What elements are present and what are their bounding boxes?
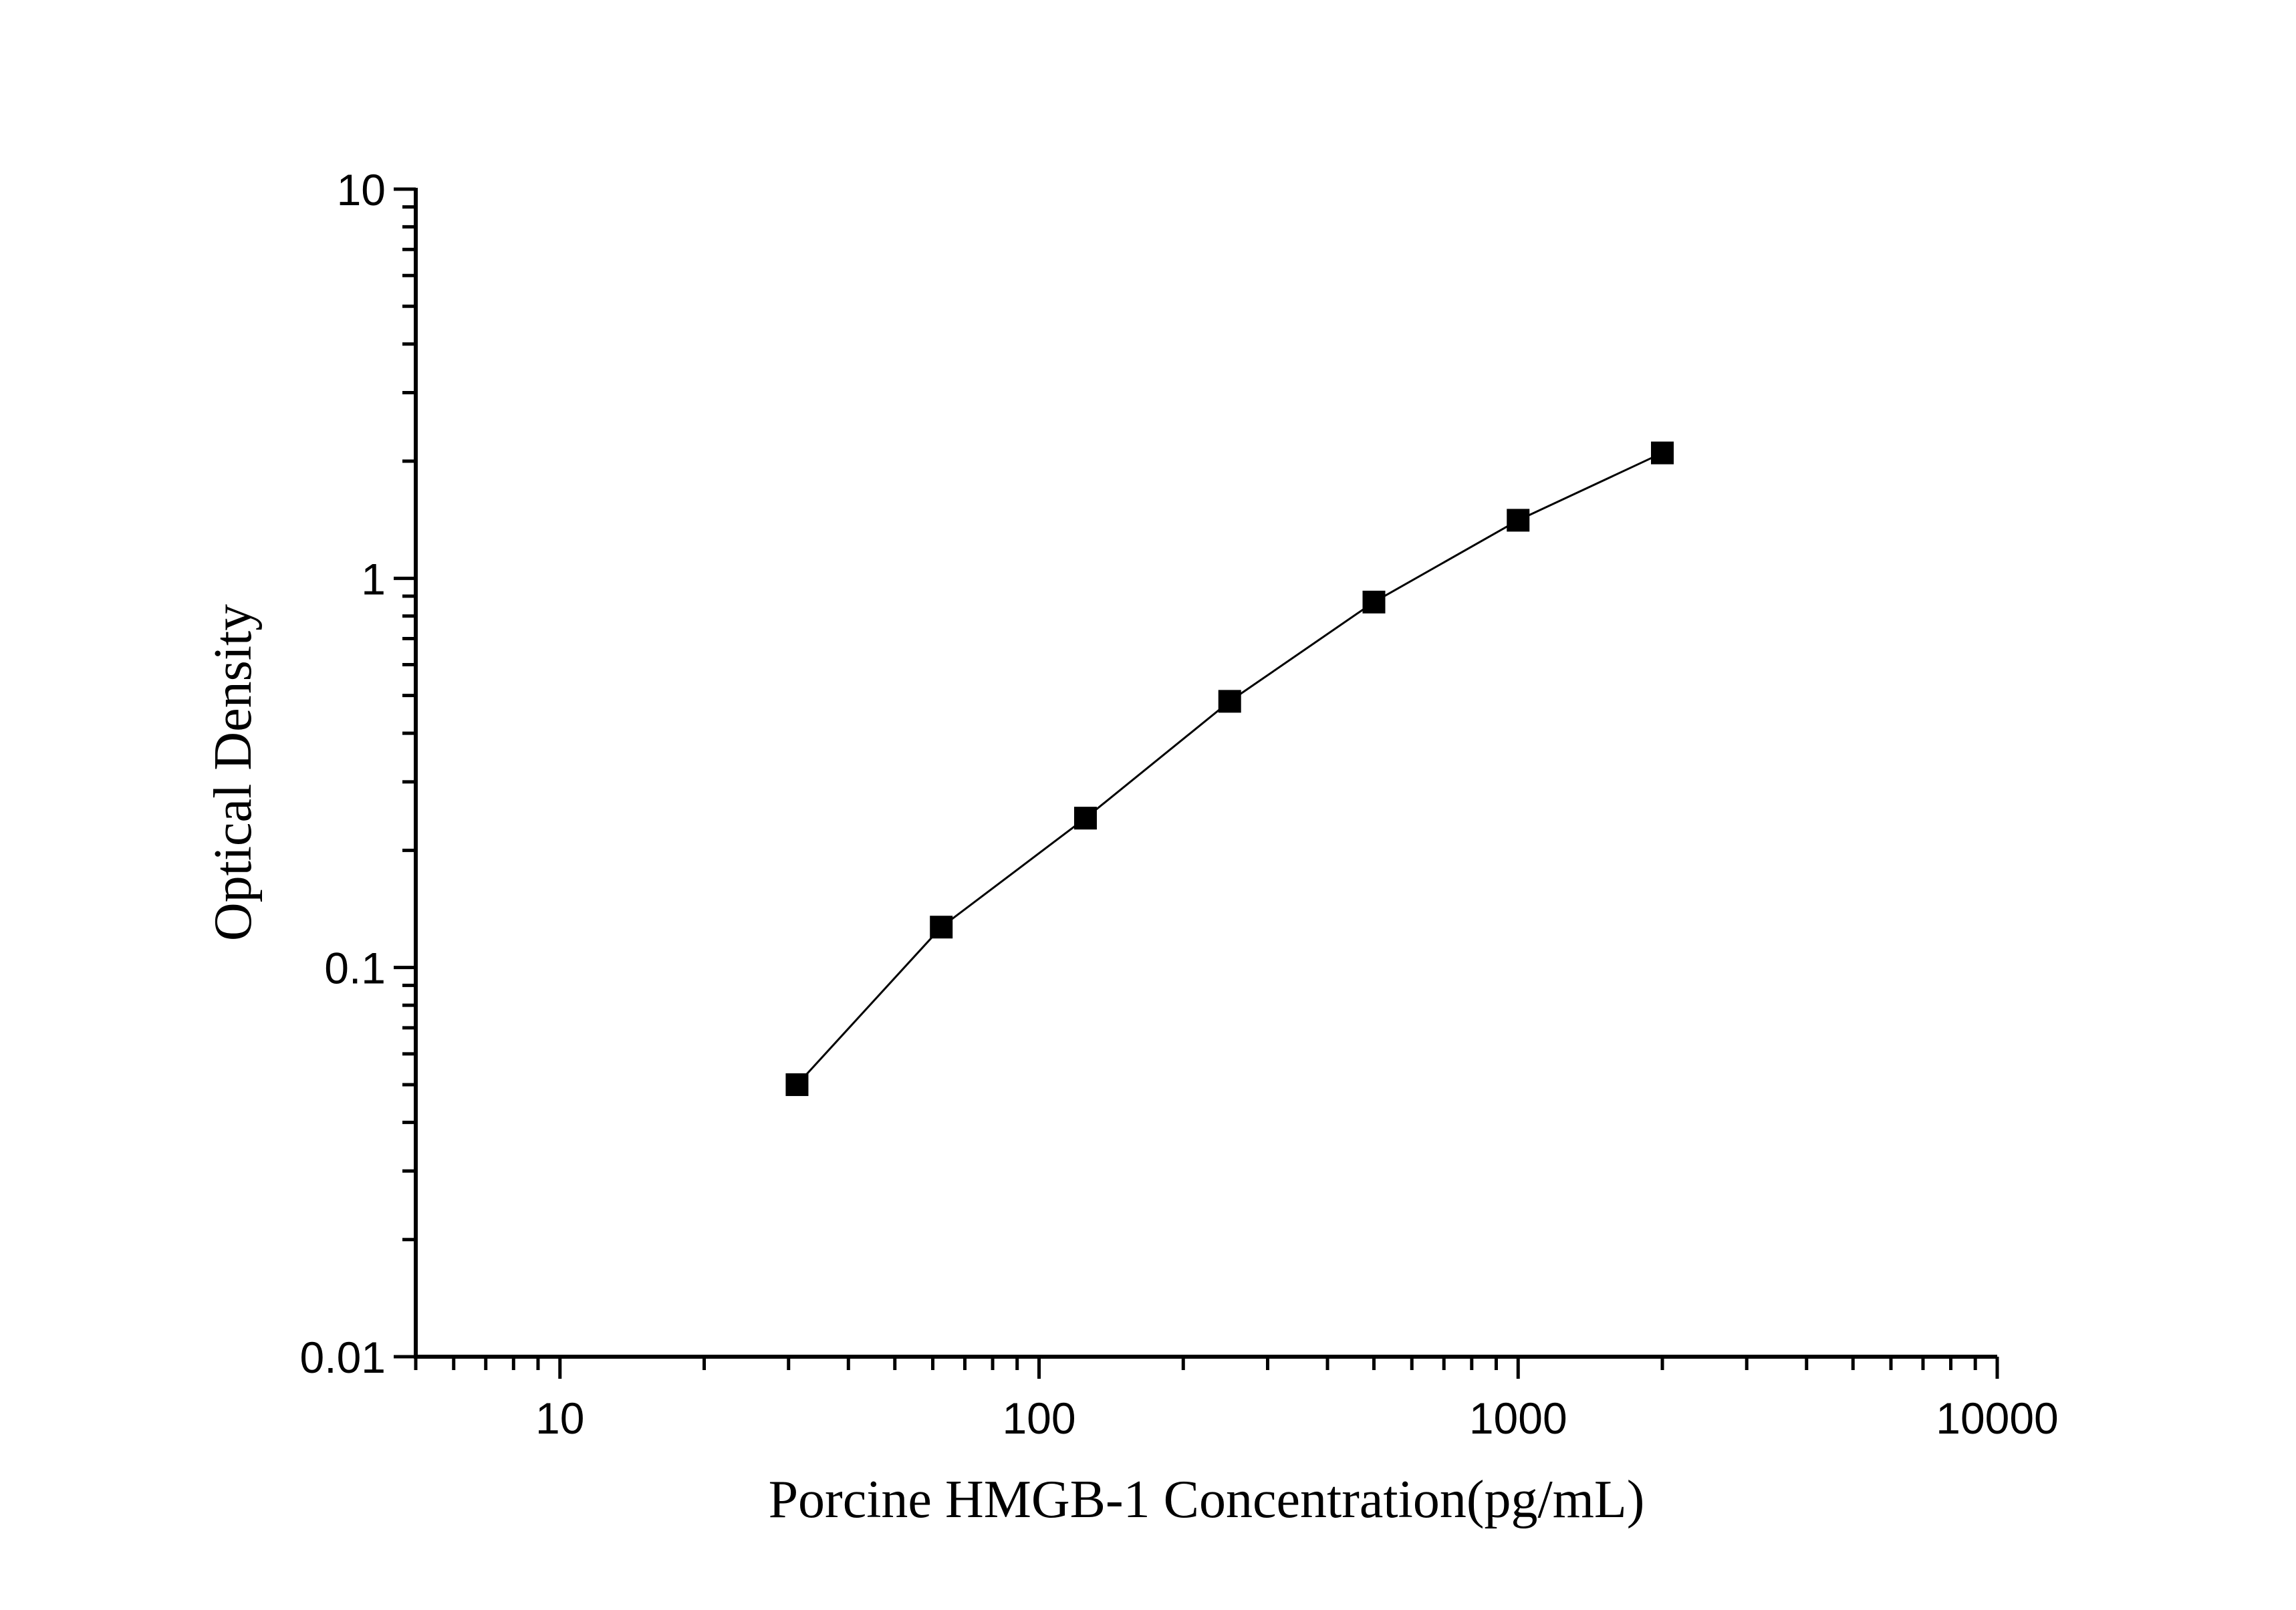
y-tick-label: 1	[361, 554, 386, 603]
y-tick-label: 0.01	[300, 1333, 386, 1382]
axes	[394, 187, 1999, 1379]
data-point	[1218, 690, 1241, 713]
series-line	[796, 452, 1663, 1085]
data-point	[1507, 509, 1530, 532]
data-point	[1651, 441, 1674, 464]
series	[785, 441, 1674, 1096]
x-tick-label: 1000	[1469, 1393, 1567, 1443]
x-tick-label: 10000	[1936, 1393, 2059, 1443]
x-axis-label: Porcine HMGB-1 Concentration(pg/mL)	[769, 1470, 1645, 1529]
x-tick-label: 10	[535, 1393, 584, 1443]
data-point	[785, 1073, 809, 1096]
data-point	[930, 916, 953, 939]
y-tick-label: 10	[337, 165, 386, 215]
tick-labels: 10 100 1000 10000 0.01 0.1 1 10	[300, 165, 2059, 1443]
y-tick-label: 0.1	[324, 944, 386, 993]
x-tick-label: 100	[1002, 1393, 1075, 1443]
y-axis-label: Optical Density	[204, 604, 263, 941]
data-point	[1362, 590, 1386, 614]
data-point	[1073, 807, 1097, 830]
